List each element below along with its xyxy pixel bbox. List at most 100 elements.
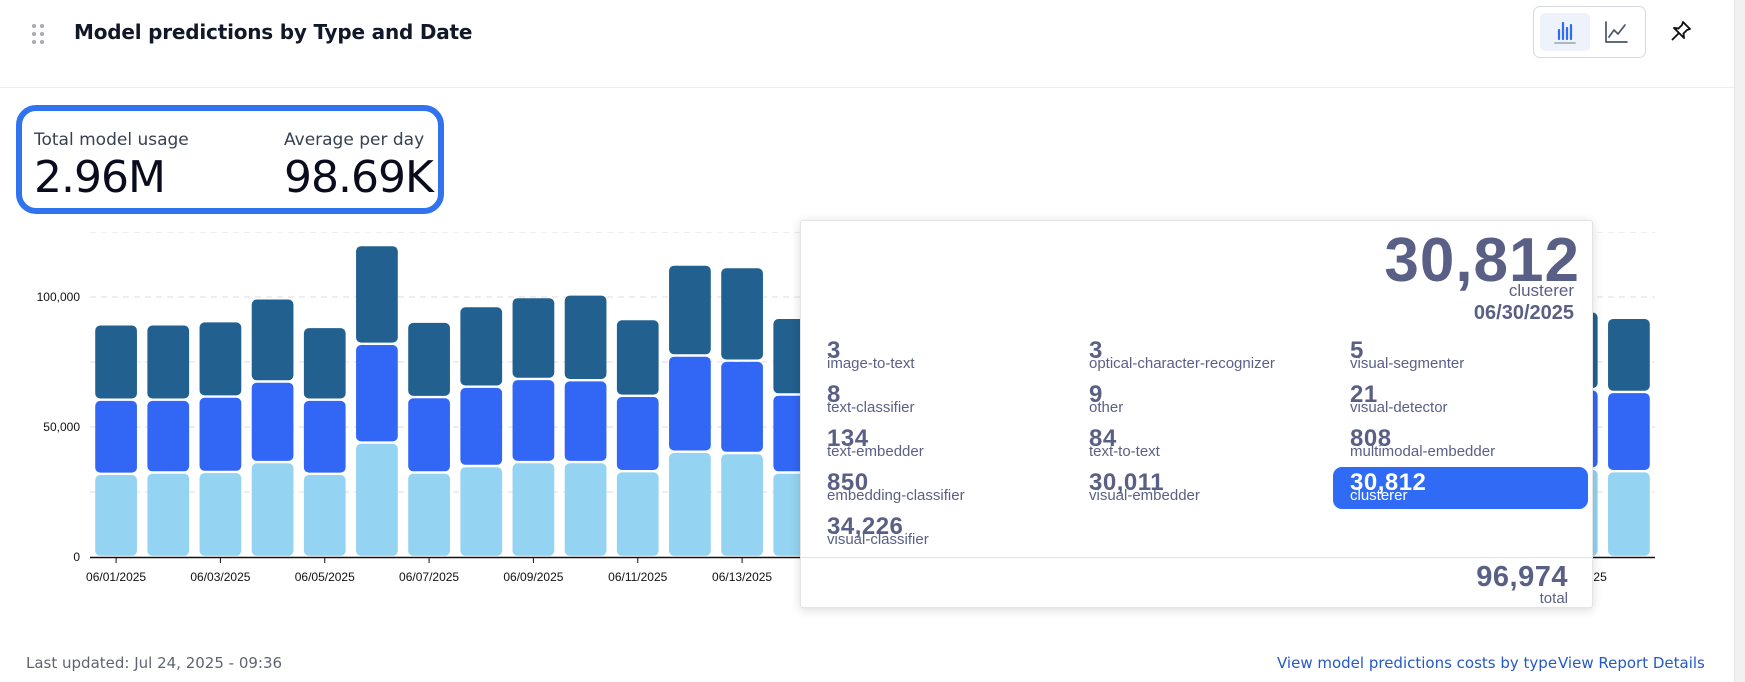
bar-segment: [199, 397, 242, 471]
bar-segment: [303, 328, 346, 399]
tooltip-item-value: 5: [1350, 337, 1364, 364]
total-usage-stat: Total model usage 2.96M: [34, 130, 189, 203]
tooltip-item-value: 3: [1089, 337, 1103, 364]
bar-segment: [356, 246, 398, 343]
tooltip-item: 8 text-classifier: [827, 381, 1087, 423]
line-chart-button[interactable]: [1591, 13, 1641, 51]
tooltip-item-value: 30,011: [1089, 469, 1165, 496]
bar-segment: [356, 443, 398, 556]
view-costs-link[interactable]: View model predictions costs by type: [1277, 654, 1558, 672]
tooltip-item-value: 21: [1350, 381, 1378, 408]
tooltip-item: 3 image-to-text: [827, 337, 1087, 379]
bar-segment: [251, 463, 294, 556]
tooltip-divider: [801, 557, 1592, 558]
tooltip-total-value: 96,974: [1476, 561, 1568, 593]
tooltip-item-value: 30,812: [1350, 469, 1427, 496]
tooltip-item-value: 34,226: [827, 513, 904, 540]
tooltip-item-label: optical-character-recognizer: [1089, 355, 1275, 372]
tooltip-item-value: 8: [827, 381, 841, 408]
bar-segment: [147, 473, 190, 556]
bar-segment: [669, 356, 711, 451]
tooltip-item-label: clusterer: [1350, 487, 1408, 504]
tooltip-item: 5 visual-segmenter: [1350, 337, 1610, 379]
tooltip-item-value: 3: [827, 337, 841, 364]
tooltip-item: 134 text-embedder: [827, 425, 1087, 467]
total-usage-label: Total model usage: [34, 130, 189, 150]
y-tick-label: 100,000: [37, 290, 81, 304]
bar-segment: [147, 400, 190, 472]
bar-segment: [616, 320, 659, 395]
line-chart-icon: [1605, 21, 1628, 43]
bar-segment: [95, 400, 137, 473]
tooltip-item: 850 embedding-classifier: [827, 469, 1087, 511]
x-tick-label: 06/11/2025: [608, 570, 667, 584]
chart-header: Model predictions by Type and Date: [0, 0, 1734, 88]
bar-segment: [564, 463, 607, 556]
bar-segment: [303, 400, 346, 473]
bar-segment: [616, 472, 659, 556]
x-tick-label: 06/09/2025: [503, 570, 563, 584]
bar-segment: [95, 475, 137, 556]
bar-segment: [616, 397, 659, 470]
bar-segment: [147, 325, 190, 399]
tooltip-item-label: visual-detector: [1350, 399, 1448, 416]
x-tick-label: 06/01/2025: [86, 570, 146, 584]
bar-segment: [408, 473, 450, 556]
tooltip-item-label: image-to-text: [827, 355, 915, 372]
view-report-details-link[interactable]: View Report Details: [1558, 654, 1705, 672]
bar-segment: [721, 454, 763, 556]
pin-icon: [1671, 21, 1691, 41]
bar-segment: [669, 265, 711, 355]
tooltip-item-highlight: [1333, 467, 1588, 509]
bar-segment: [199, 473, 242, 556]
tooltip-item: 30,812 clusterer: [1333, 467, 1610, 511]
tooltip-item: 3 optical-character-recognizer: [1089, 337, 1349, 379]
tooltip-item-label: multimodal-embedder: [1350, 443, 1496, 460]
tooltip-item-label: text-embedder: [827, 443, 924, 460]
tooltip-item: 34,226 visual-classifier: [827, 513, 1087, 555]
bar-segment: [564, 295, 607, 379]
pin-button[interactable]: [1664, 14, 1698, 48]
tooltip-item-label: text-to-text: [1089, 443, 1160, 460]
chart-tooltip: 30,812 clusterer 06/30/2025 3 image-to-te…: [800, 220, 1593, 608]
bar-chart-button[interactable]: [1540, 13, 1590, 51]
bar-segment: [721, 268, 763, 360]
x-tick-label: 06/03/2025: [190, 570, 250, 584]
chart-type-toggle: [1533, 6, 1646, 58]
tooltip-value: 30,812: [1384, 226, 1580, 295]
tooltip-item: 84 text-to-text: [1089, 425, 1349, 467]
drag-handle-icon[interactable]: [30, 22, 48, 46]
bar-segment: [1608, 319, 1650, 391]
bar-segment: [408, 322, 450, 396]
tooltip-item-value: 850: [827, 469, 869, 496]
tooltip-item-label: visual-embedder: [1089, 487, 1200, 504]
bar-segment: [199, 322, 242, 396]
page-title: Model predictions by Type and Date: [74, 20, 473, 44]
y-tick-label: 50,000: [43, 420, 80, 434]
bar-segment: [1608, 393, 1650, 470]
bar-segment: [669, 452, 711, 556]
last-updated-text: Last updated: Jul 24, 2025 - 09:36: [26, 654, 283, 672]
y-tick-label: 0: [73, 550, 80, 564]
bar-segment: [512, 463, 555, 556]
bar-segment: [95, 325, 137, 399]
tooltip-item: 21 visual-detector: [1350, 381, 1610, 423]
bar-segment: [356, 345, 398, 442]
tooltip-item: 9 other: [1089, 381, 1349, 423]
x-tick-label: 06/07/2025: [399, 570, 459, 584]
tooltip-item-label: text-classifier: [827, 399, 915, 416]
tooltip-item-label: visual-classifier: [827, 531, 929, 548]
bar-segment: [721, 361, 763, 452]
bar-segment: [303, 475, 346, 556]
tooltip-item-value: 134: [827, 425, 869, 452]
bar-segment: [251, 299, 294, 381]
scrollbar[interactable]: [1734, 0, 1745, 682]
bar-chart-icon: [1554, 21, 1576, 44]
bar-segment: [1608, 472, 1650, 556]
average-per-day-stat: Average per day 98.69K: [284, 130, 434, 203]
bar-segment: [564, 381, 607, 461]
tooltip-type: clusterer: [1508, 281, 1574, 300]
average-per-day-value: 98.69K: [284, 152, 434, 203]
tooltip-date: 06/30/2025: [1473, 302, 1574, 324]
bar-segment: [512, 298, 555, 378]
